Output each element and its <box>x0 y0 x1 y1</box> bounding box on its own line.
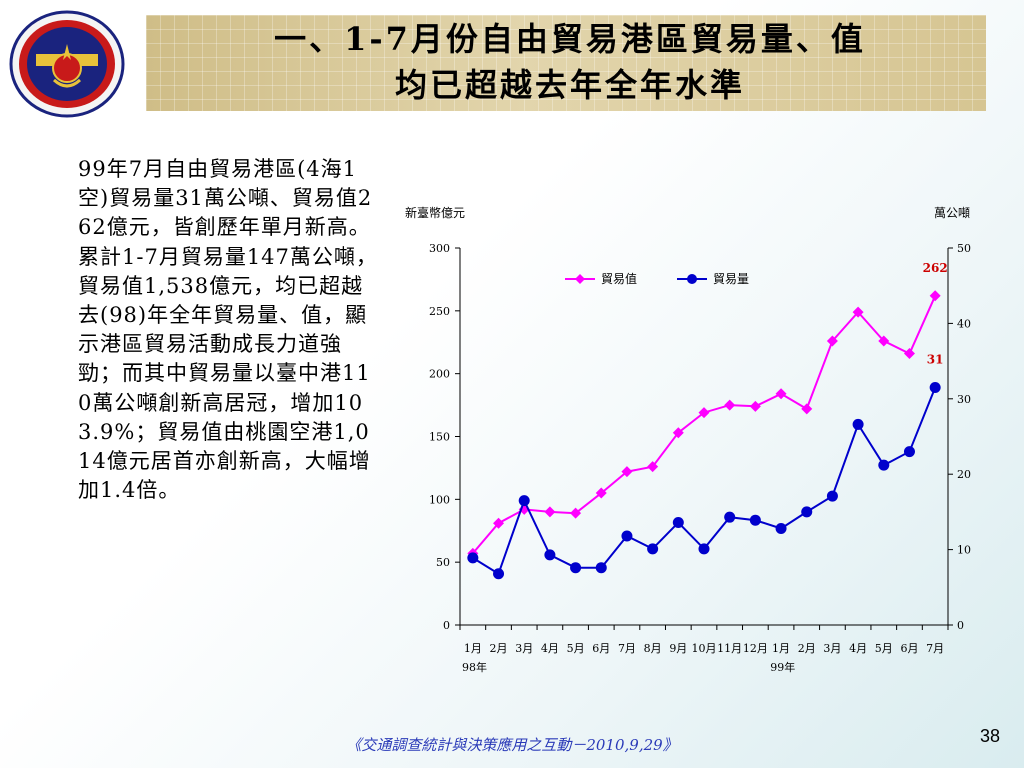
x-category-label: 12月 <box>743 642 768 655</box>
data-annotation-label: 31 <box>927 352 944 366</box>
legend-marker <box>575 274 585 284</box>
trade-chart: 新臺幣億元 萬公噸 0 50 100 150 200 250 300 0 10 20 30 40 50 1… <box>405 205 971 674</box>
x-category-label: 11月 <box>717 642 742 655</box>
legend-label: 貿易量 <box>713 272 749 286</box>
title-line-2: 均已超越去年全年水準 <box>394 66 745 104</box>
trade-volume-point <box>903 446 915 458</box>
trade-volume-point <box>698 543 710 555</box>
left-tick-label: 300 <box>429 242 450 255</box>
footer-citation: 《交通調查統計與決策應用之互動－2010,9,29》 <box>346 736 678 754</box>
x-category-label: 7月 <box>618 642 636 655</box>
x-year-label: 98年 <box>462 660 487 674</box>
x-category-label: 1月 <box>772 642 790 655</box>
x-category-label: 9月 <box>669 642 687 655</box>
x-category-label: 3月 <box>823 642 841 655</box>
left-tick-label: 100 <box>429 493 450 506</box>
trade-volume-point <box>801 506 813 518</box>
trade-volume-point <box>724 511 736 523</box>
trade-value-point <box>621 466 633 478</box>
trade-volume-point <box>826 490 838 502</box>
title-line-1: 一、1-7月份自由貿易港區貿易量、值 <box>274 20 866 58</box>
x-category-label: 2月 <box>490 642 508 655</box>
x-category-label: 6月 <box>900 642 918 655</box>
trade-value-point <box>672 427 684 439</box>
trade-value-point <box>801 403 813 415</box>
right-tick-label: 0 <box>957 619 964 632</box>
x-category-label: 5月 <box>567 642 585 655</box>
left-tick-label: 50 <box>436 556 450 569</box>
left-axis-unit: 新臺幣億元 <box>405 205 465 220</box>
trade-volume-point <box>595 562 607 574</box>
trade-value-point <box>544 506 556 518</box>
trade-value-point <box>852 306 864 318</box>
series-line-trade-value <box>472 295 937 555</box>
trade-value-point <box>878 335 890 347</box>
legend-marker <box>687 274 697 284</box>
right-tick-label: 50 <box>957 242 971 255</box>
x-category-label: 2月 <box>798 642 816 655</box>
x-year-label: 99年 <box>770 660 795 674</box>
trade-volume-point <box>749 514 761 526</box>
trade-volume-point <box>467 552 479 564</box>
trade-volume-point <box>852 418 864 430</box>
x-category-label: 1月 <box>464 642 482 655</box>
trade-volume-point <box>878 459 890 471</box>
trade-value-point <box>775 388 787 400</box>
trade-value-point <box>929 290 941 302</box>
x-category-label: 3月 <box>515 642 533 655</box>
data-annotation-label: 262 <box>923 261 948 275</box>
summary-text: 99年7月自由貿易港區(4海1空)貿易量31萬公噸、貿易值262億元，皆創歷年單… <box>78 157 378 503</box>
trade-volume-point <box>570 562 582 574</box>
trade-value-point <box>570 507 582 519</box>
trade-value-point <box>749 400 761 412</box>
left-tick-label: 200 <box>429 368 450 381</box>
slide-header: 一、1-7月份自由貿易港區貿易量、值 均已超越去年全年水準 <box>0 0 1024 120</box>
left-tick-label: 250 <box>429 305 450 318</box>
left-tick-label: 0 <box>443 619 450 632</box>
x-category-label: 7月 <box>926 642 944 655</box>
trade-value-point <box>493 517 505 529</box>
left-tick-label: 150 <box>429 431 450 444</box>
x-category-label: 4月 <box>849 642 867 655</box>
x-category-label: 6月 <box>592 642 610 655</box>
organization-emblem-icon <box>9 10 125 118</box>
trade-volume-point <box>493 568 505 580</box>
page-number: 38 <box>979 726 1000 746</box>
x-category-label: 8月 <box>644 642 662 655</box>
right-tick-label: 10 <box>957 544 971 557</box>
trade-volume-point <box>647 543 659 555</box>
x-category-label: 10月 <box>692 642 717 655</box>
trade-value-point <box>826 335 838 347</box>
trade-volume-point <box>544 549 556 561</box>
trade-volume-point <box>775 522 787 534</box>
right-tick-label: 30 <box>957 393 971 406</box>
trade-volume-point <box>621 530 633 542</box>
trade-volume-point <box>929 381 941 393</box>
x-category-label: 4月 <box>541 642 559 655</box>
trade-value-point <box>903 348 915 360</box>
trade-value-point <box>724 399 736 411</box>
trade-value-point <box>647 461 659 473</box>
right-axis-unit: 萬公噸 <box>934 206 970 220</box>
slide-title: 一、1-7月份自由貿易港區貿易量、值 均已超越去年全年水準 <box>140 16 1000 108</box>
trade-value-point <box>698 407 710 419</box>
right-tick-label: 40 <box>957 317 971 330</box>
right-tick-label: 20 <box>957 468 971 481</box>
trade-volume-point <box>518 495 530 507</box>
title-band <box>140 15 986 111</box>
legend-label: 貿易值 <box>601 271 637 286</box>
x-category-label: 5月 <box>875 642 893 655</box>
trade-volume-point <box>672 516 684 528</box>
trade-value-point <box>595 487 607 499</box>
